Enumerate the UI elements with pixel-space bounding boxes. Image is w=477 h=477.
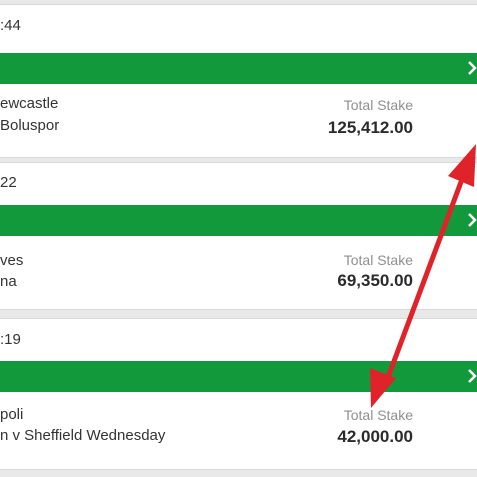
home-team: ves — [0, 252, 24, 269]
total-stake-label: Total Stake — [343, 97, 413, 113]
total-stake-label: Total Stake — [343, 407, 413, 423]
away-team: Boluspor — [0, 117, 60, 134]
match-status-bar[interactable] — [0, 205, 477, 236]
away-team: na — [0, 273, 17, 290]
match-time: :19 — [0, 331, 21, 348]
match-status-bar[interactable] — [0, 361, 477, 392]
match-time: :44 — [0, 17, 21, 34]
total-stake-amount: 69,350.00 — [337, 271, 413, 290]
match-card[interactable]: :19 poli n v Sheffield Wednesday Total S… — [0, 318, 477, 470]
chevron-right-icon[interactable] — [467, 61, 477, 75]
match-card[interactable]: :44 ewcastle Boluspor Total Stake 125,41… — [0, 4, 477, 158]
home-team: ewcastle — [0, 95, 59, 112]
home-team: poli — [0, 406, 24, 423]
match-status-bar[interactable] — [0, 53, 477, 84]
chevron-right-icon[interactable] — [467, 213, 477, 227]
total-stake-amount: 125,412.00 — [327, 118, 413, 137]
total-stake-label: Total Stake — [343, 252, 413, 268]
total-stake-amount: 42,000.00 — [337, 427, 413, 446]
chevron-right-icon[interactable] — [467, 369, 477, 383]
away-team: n v Sheffield Wednesday — [0, 427, 166, 444]
match-time: 22 — [0, 174, 17, 191]
match-card[interactable]: 22 ves na Total Stake 69,350.00 — [0, 162, 477, 310]
